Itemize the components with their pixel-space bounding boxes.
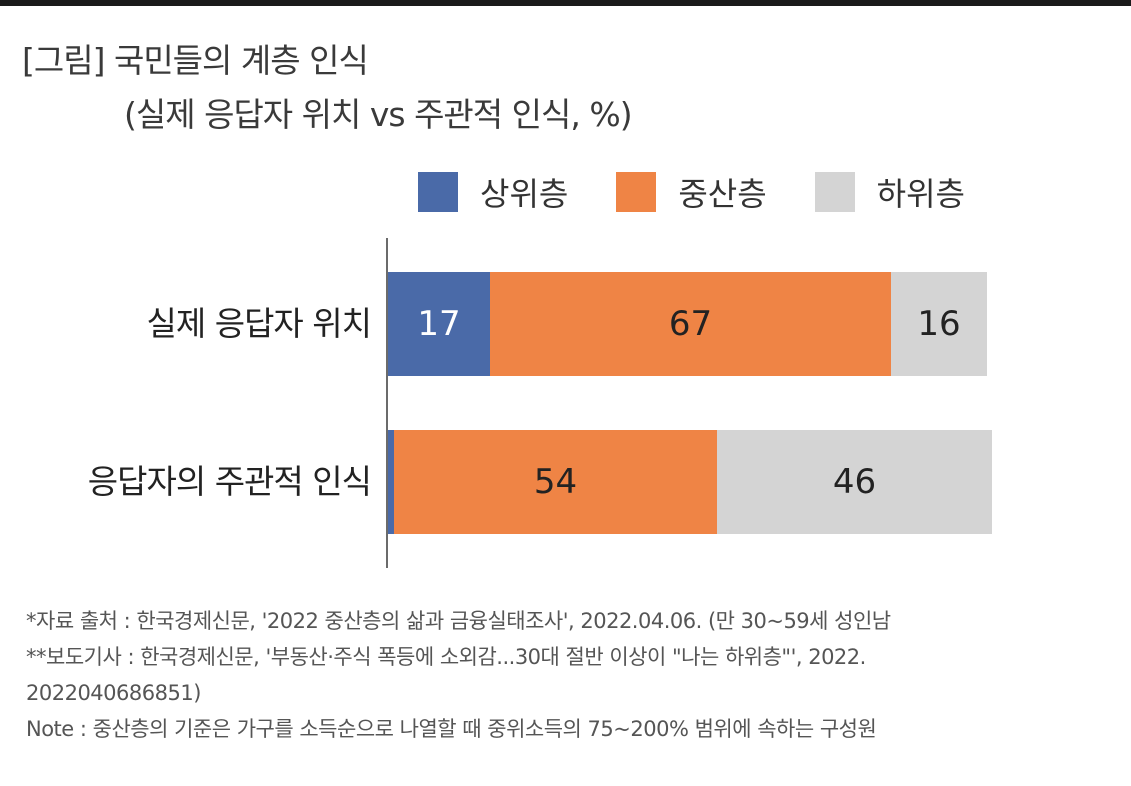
note-line: *자료 출처 : 한국경제신문, '2022 중산층의 삶과 금융실태조사', … — [26, 609, 891, 633]
data-label: 67 — [668, 304, 713, 344]
chart-title: [그림] 국민들의 계층 인식 — [22, 41, 369, 80]
bar-segment: 54 — [394, 430, 717, 534]
legend-swatch — [418, 172, 458, 212]
data-label: 17 — [417, 304, 461, 344]
stacked-bar: 17 67 16 — [388, 272, 992, 376]
bar-row: 응답자의 주관적 인식15446 — [0, 430, 1131, 534]
legend-item: 하위층 — [814, 169, 965, 215]
legend-swatch — [616, 172, 657, 212]
data-label: 46 — [832, 462, 877, 502]
legend-label: 상위층 — [480, 175, 569, 213]
chart-subtitle: (실제 응답자 위치 vs 주관적 인식, %) — [124, 95, 633, 134]
category-label: 응답자의 주관적 인식 — [87, 462, 372, 501]
bar-segment: 46 — [717, 430, 992, 534]
source-notes: *자료 출처 : 한국경제신문, '2022 중산층의 삶과 금융실태조사', … — [26, 603, 891, 747]
legend-item: 상위층 — [418, 169, 568, 215]
legend-item: 중산층 — [616, 169, 767, 215]
note-line: Note : 중산층의 기준은 가구를 소득순으로 나열할 때 중위소득의 75… — [26, 717, 877, 741]
bar-segment: 17 — [388, 272, 490, 376]
data-label: 54 — [533, 462, 578, 502]
chart-legend: 상위층 중산층 하위층 — [418, 170, 965, 214]
legend-swatch — [814, 172, 855, 212]
bar-row: 실제 응답자 위치 17 67 16 — [0, 272, 1131, 376]
note-line: 2022040686851) — [26, 681, 201, 705]
note-line: **보도기사 : 한국경제신문, '부동산·주식 폭등에 소외감...30대 절… — [26, 645, 866, 669]
data-label: 16 — [917, 304, 961, 344]
legend-label: 중산층 — [678, 175, 767, 213]
category-axis-line — [386, 238, 388, 568]
top-rule — [0, 0, 1131, 6]
category-label: 실제 응답자 위치 — [146, 304, 372, 343]
bar-segment: 16 — [891, 272, 987, 376]
stacked-bar: 15446 — [388, 430, 992, 534]
bar-segment: 67 — [490, 272, 891, 376]
legend-label: 하위층 — [876, 175, 965, 213]
